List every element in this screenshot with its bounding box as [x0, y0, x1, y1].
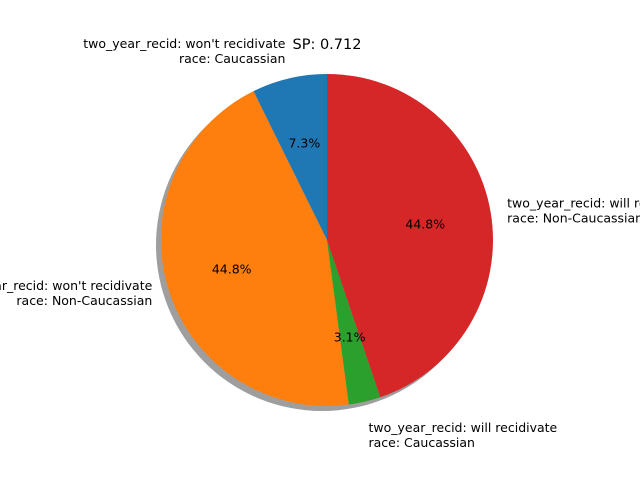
pie-percent-label-2: 44.8% — [212, 261, 252, 276]
pie-percent-label-3: 3.1% — [334, 329, 366, 344]
pie-slice-1 — [253, 74, 327, 240]
pie-slice-label-1-line-1: two_year_recid: won't recidivate — [83, 36, 286, 51]
pie-slice-label-1: two_year_recid: won't recidivate race: Ca… — [83, 36, 286, 66]
pie-slice-label-4-line-2: race: Non-Caucassian — [507, 210, 640, 225]
pie-percent-label-1: 7.3% — [288, 136, 320, 151]
pie-slice-label-3-line-2: race: Caucassian — [369, 435, 475, 450]
pie-slice-4 — [327, 74, 493, 398]
pie-slice-3 — [327, 240, 381, 405]
pie-slice-label-3-line-1: two_year_recid: will recidivate — [369, 420, 558, 435]
pie-slice-label-2-line-2: race: Non-Caucassian — [16, 293, 152, 308]
pie-slice-label-2-line-1: two_year_recid: won't recidivate — [0, 278, 153, 293]
pie-slice-label-1-line-2: race: Caucassian — [179, 51, 285, 66]
pie-slice-label-4-line-1: two_year_recid: will recidivate — [507, 195, 640, 210]
pie-slice-label-3: two_year_recid: will recidivate race: Cau… — [369, 420, 558, 450]
pie-percent-label-4: 44.8% — [405, 216, 445, 231]
pie-percent-labels: 7.3% 44.8% 3.1% 44.8% — [212, 136, 445, 345]
pie-slice-labels: two_year_recid: won't recidivate race: Ca… — [0, 36, 640, 450]
pie-slice-2 — [161, 91, 349, 406]
chart-title: SP: 0.712 — [293, 37, 362, 53]
pie-slices — [161, 74, 493, 406]
